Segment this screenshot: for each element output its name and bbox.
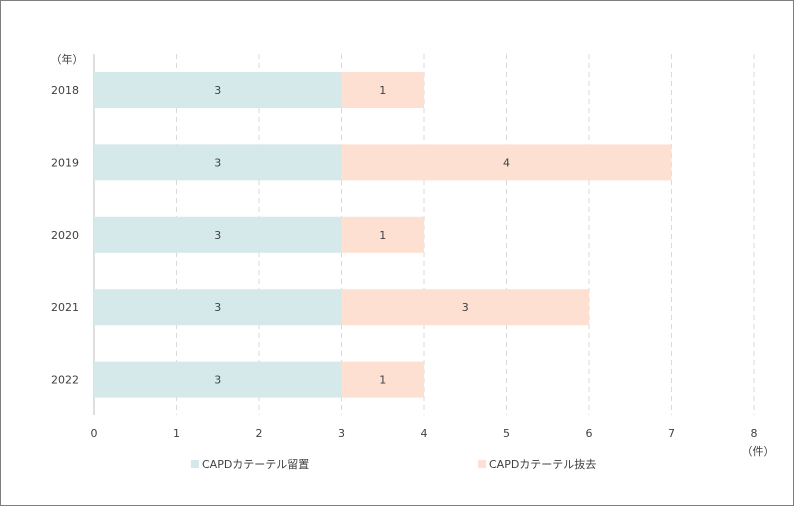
legend-label-series-2: CAPDカテーテル抜去: [489, 457, 596, 471]
x-tick-label: 4: [421, 427, 428, 440]
bars: [94, 72, 672, 398]
data-label: 1: [379, 229, 386, 242]
data-label: 4: [503, 156, 510, 169]
bar-segment-series-1: [94, 144, 342, 181]
data-label: 3: [214, 301, 221, 314]
x-tick-label: 8: [751, 427, 758, 440]
legend-label-series-1: CAPDカテーテル留置: [202, 458, 309, 471]
bar-segment-series-2: [341, 72, 424, 108]
x-axis-unit-label: （件）: [742, 445, 775, 458]
category-label: 2020: [51, 229, 79, 242]
bar-segment-series-2: [341, 361, 424, 398]
x-tick-label: 6: [586, 427, 593, 440]
data-label: 3: [462, 301, 469, 314]
category-label: 2022: [51, 374, 79, 387]
bar-segment-series-1: [94, 361, 342, 398]
labels: 0 1 2 3 4 5 6 7 8 2018 3 1 2019 3 4 2020 3 1 2021 3 3 2022 3 1: [51, 84, 758, 440]
bar-segment-series-2: [341, 216, 424, 253]
data-label: 1: [379, 84, 386, 97]
bar-segment-series-2: [341, 144, 672, 181]
legend-swatch-series-2: [478, 460, 486, 468]
data-label: 1: [379, 374, 386, 387]
x-tick-label: 2: [256, 427, 263, 440]
bar-segment-series-1: [94, 72, 342, 108]
data-label: 3: [214, 156, 221, 169]
data-label: 3: [214, 229, 221, 242]
x-tick-label: 3: [338, 427, 345, 440]
bar-segment-series-1: [94, 216, 342, 253]
category-label: 2018: [51, 84, 79, 97]
category-label: 2019: [51, 156, 79, 169]
data-label: 3: [214, 84, 221, 97]
x-tick-label: 1: [173, 427, 180, 440]
legend-swatch-series-1: [191, 460, 199, 468]
x-tick-label: 7: [668, 427, 675, 440]
y-axis-unit-label: （年）: [51, 52, 84, 66]
x-tick-label: 0: [91, 427, 98, 440]
x-tick-label: 5: [503, 427, 510, 440]
legend: CAPDカテーテル留置 CAPDカテーテル抜去: [191, 457, 596, 471]
bar-segment-series-2: [341, 289, 589, 326]
data-label: 3: [214, 374, 221, 387]
bar-segment-series-1: [94, 289, 342, 326]
category-label: 2021: [51, 301, 79, 314]
